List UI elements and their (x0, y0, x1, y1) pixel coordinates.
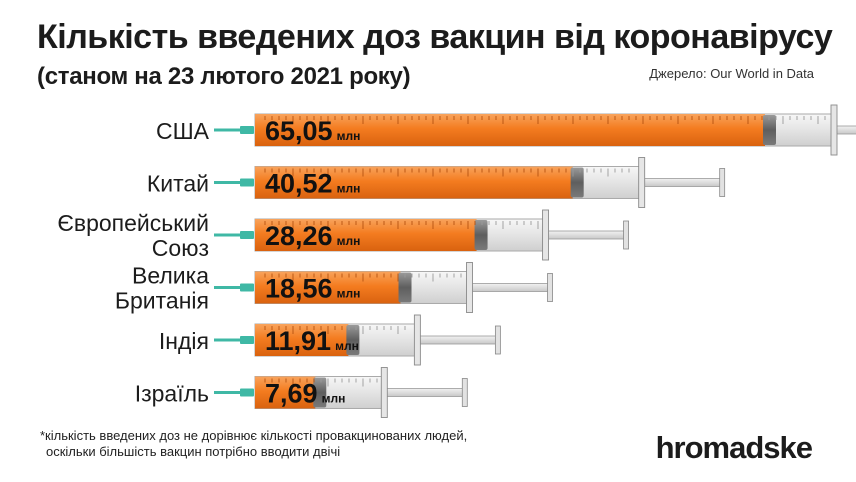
category-label: Велика (132, 263, 209, 289)
syringe-4: Індія 11,91 млн (159, 314, 501, 366)
needle-hub (240, 231, 254, 239)
page-title: Кількість введених доз вакцин від корона… (37, 18, 833, 56)
plunger-handle (461, 378, 468, 407)
category-label: Британія (115, 288, 209, 314)
unit-label: млн (337, 234, 361, 248)
plunger-seal (763, 115, 776, 145)
unit-label: млн (337, 129, 361, 143)
needle-hub (240, 388, 254, 397)
value-label: 18,56 (265, 274, 333, 304)
value-label: 11,91 (265, 326, 331, 356)
needle-hub (240, 126, 254, 134)
needle-hub (240, 178, 254, 187)
unit-label: млн (337, 182, 361, 196)
source-label: Джерело: Our World in Data (649, 66, 814, 81)
value-label: 28,26 (265, 221, 333, 251)
category-label: Ізраїль (135, 381, 209, 407)
plunger-handle (719, 168, 726, 197)
syringe-5: Ізраїль 7,69 млн (135, 367, 468, 418)
barrel-flange (380, 367, 388, 418)
barrel-flange (638, 157, 646, 208)
value-label: 7,69 (265, 379, 318, 409)
barrel-flange (413, 314, 421, 366)
needle-hub (240, 283, 254, 292)
plunger-seal (346, 325, 360, 355)
footnote-line-2: оскільки більшість вакцин потрібно вводи… (46, 444, 341, 459)
plunger-rod (466, 283, 552, 292)
category-label: США (156, 118, 210, 144)
category-label: Індія (159, 328, 209, 354)
plunger-seal (570, 167, 584, 198)
plunger-rod (380, 388, 467, 397)
syringe-1: Китай 40,52 млн (147, 157, 726, 208)
category-label: Китай (147, 171, 209, 197)
plunger-seal (398, 272, 412, 303)
barrel-flange (830, 104, 838, 156)
unit-label: млн (335, 339, 359, 353)
plunger-rod (638, 178, 725, 187)
barrel-flange (542, 209, 550, 261)
needle-hub (240, 336, 254, 344)
barrel-flange (466, 262, 473, 313)
footnote-line-1: *кількість введених доз не дорівнює кіль… (40, 428, 468, 443)
page-subtitle: (станом на 23 лютого 2021 року) (37, 63, 411, 90)
plunger-seal (474, 220, 488, 250)
syringe-0: США 65,05 млн (156, 104, 856, 156)
plunger-handle (494, 325, 501, 355)
category-label: Європейський (57, 210, 209, 236)
brand-logo: hromadske (655, 430, 813, 465)
unit-label: млн (322, 392, 346, 406)
footnote: *кількість введених доз не дорівнює кіль… (40, 428, 467, 460)
plunger-rod (542, 230, 628, 240)
category-label: Союз (152, 235, 209, 261)
plunger-handle (623, 220, 629, 250)
value-bar (255, 166, 573, 199)
plunger-seal (313, 377, 327, 408)
plunger-rod (413, 335, 500, 345)
value-label: 65,05 (265, 116, 333, 146)
value-label: 40,52 (265, 169, 333, 199)
value-bar (255, 324, 349, 356)
unit-label: млн (337, 287, 361, 301)
plunger-handle (547, 273, 553, 302)
